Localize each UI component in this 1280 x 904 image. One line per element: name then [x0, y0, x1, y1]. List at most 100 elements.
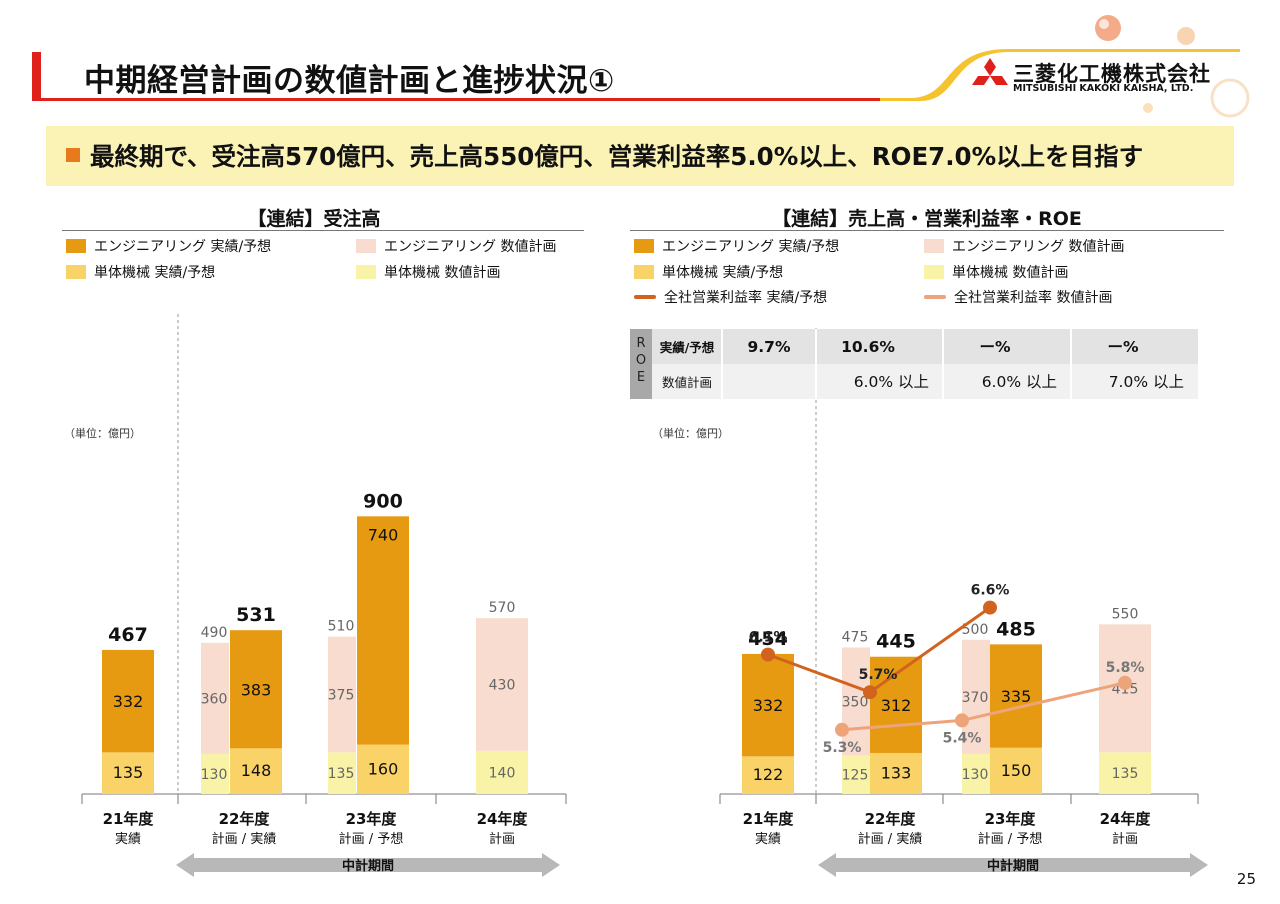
- plan-unit-bar: [201, 753, 229, 794]
- actual-unit-value: 160: [368, 759, 399, 778]
- legend-unit-plan-r: 単体機械 数値計画: [924, 262, 1068, 282]
- margin-plan-label: 5.4%: [943, 730, 982, 746]
- plan-unit-bar: [476, 750, 528, 794]
- actual-eng-value: 740: [368, 525, 399, 544]
- actual-unit-bar: [357, 744, 409, 794]
- roe-value: 6.0% 以上: [854, 373, 929, 391]
- legend-eng-plan-r: エンジニアリング 数値計画: [924, 236, 1124, 256]
- actual-total-value: 454: [748, 628, 788, 650]
- category-sub-label: 計画 / 実績: [858, 831, 923, 847]
- roe-value: ー%: [1107, 338, 1139, 356]
- plan-total-value: 490: [201, 625, 228, 641]
- roe-row-label: 実績/予想: [660, 340, 715, 355]
- actual-eng-value: 332: [753, 696, 784, 715]
- headline-banner: [46, 126, 1234, 186]
- plan-unit-value: 130: [962, 767, 989, 783]
- actual-unit-bar: [230, 748, 282, 794]
- plan-total-value: 510: [328, 619, 355, 635]
- margin-actual-label: 5.7%: [859, 667, 898, 683]
- orders-chart-rule: [62, 230, 584, 231]
- actual-unit-bar: [870, 752, 922, 794]
- margin-actual-point: [983, 600, 997, 615]
- legend-unit-actual-r: 単体機械 実績/予想: [634, 262, 783, 282]
- period-label: 中計期間: [987, 858, 1039, 874]
- margin-actual-label: 6.1%: [749, 630, 788, 646]
- actual-total-value: 531: [236, 604, 276, 626]
- plan-eng-bar: [962, 639, 990, 754]
- plan-eng-bar: [328, 636, 356, 753]
- actual-eng-value: 312: [881, 696, 912, 715]
- category-year-label: 23年度: [985, 810, 1037, 828]
- company-name-en: MITSUBISHI KAKOKI KAISHA, LTD.: [1013, 83, 1194, 94]
- margin-plan-point: [1118, 675, 1132, 690]
- roe-value: 6.0% 以上: [982, 373, 1057, 391]
- plan-eng-value: 370: [962, 690, 989, 706]
- plan-eng-value: 350: [842, 694, 869, 710]
- period-label: 中計期間: [342, 858, 394, 874]
- plan-unit-value: 125: [842, 768, 869, 784]
- legend-margin-plan: 全社営業利益率 数値計画: [924, 287, 1112, 307]
- actual-eng-value: 383: [241, 680, 272, 699]
- actual-total-value: 467: [108, 624, 148, 646]
- roe-value: ー%: [979, 338, 1011, 356]
- actual-unit-bar: [102, 752, 154, 794]
- title-swoosh: [880, 49, 1240, 101]
- actual-eng-value: 335: [1001, 687, 1032, 706]
- mitsubishi-logo-icon: [972, 58, 1008, 85]
- actual-unit-value: 133: [881, 763, 912, 782]
- actual-unit-bar: [990, 747, 1042, 794]
- plan-total-value: 500: [962, 622, 989, 638]
- actual-eng-bar: [230, 630, 282, 749]
- roe-header-cell: [630, 329, 652, 399]
- sales-chart-rule: [630, 230, 1224, 231]
- plan-eng-bar: [842, 647, 870, 756]
- plan-unit-value: 140: [489, 765, 516, 781]
- category-year-label: 24年度: [1100, 810, 1152, 828]
- category-year-label: 22年度: [865, 810, 917, 828]
- category-sub-label: 計画: [489, 831, 515, 847]
- actual-total-value: 900: [363, 490, 403, 512]
- plan-total-value: 550: [1112, 606, 1139, 622]
- category-year-label: 23年度: [346, 810, 398, 828]
- period-arrow: [176, 853, 560, 877]
- plan-total-value: 475: [842, 629, 869, 645]
- orders-chart-title: 【連結】受注高: [247, 208, 381, 230]
- headline-text: 最終期で、受注高570億円、売上高550億円、営業利益率5.0%以上、ROE7.…: [90, 142, 1144, 171]
- plan-unit-value: 135: [328, 766, 355, 782]
- category-sub-label: 実績: [755, 831, 781, 847]
- category-year-label: 21年度: [103, 810, 155, 828]
- plan-unit-bar: [962, 753, 990, 794]
- title-underline: [32, 98, 912, 101]
- margin-actual-point: [761, 647, 775, 662]
- plan-unit-bar: [842, 755, 870, 794]
- margin-plan-point: [835, 722, 849, 737]
- category-year-label: 22年度: [219, 810, 271, 828]
- plan-unit-value: 130: [201, 767, 228, 783]
- actual-unit-bar: [742, 756, 794, 794]
- actual-total-value: 445: [876, 631, 916, 653]
- roe-row-label: 数値計画: [662, 375, 712, 390]
- actual-unit-value: 135: [113, 763, 144, 782]
- actual-eng-bar: [742, 653, 794, 757]
- actual-eng-bar: [990, 644, 1042, 748]
- legend-eng-actual-r: エンジニアリング 実績/予想: [634, 236, 839, 256]
- actual-total-value: 485: [996, 618, 1036, 640]
- roe-value: 7.0% 以上: [1109, 373, 1184, 391]
- plan-total-value: 570: [489, 600, 516, 616]
- sales-chart-title: 【連結】売上高・営業利益率・ROE: [772, 208, 1082, 230]
- actual-eng-value: 332: [113, 692, 144, 711]
- roe-header-letter: E: [637, 370, 645, 385]
- margin-plan-point: [955, 713, 969, 728]
- title-accent-bar: [32, 52, 41, 100]
- margin-plan-label: 5.8%: [1106, 660, 1145, 676]
- roe-value: 9.7%: [748, 338, 791, 356]
- legend-unit-plan: 単体機械 数値計画: [356, 262, 500, 282]
- actual-eng-bar: [357, 516, 409, 745]
- plan-eng-value: 430: [489, 677, 516, 693]
- legend-eng-plan: エンジニアリング 数値計画: [356, 236, 556, 256]
- plan-unit-bar: [328, 752, 356, 794]
- page-number: 25: [1236, 870, 1256, 888]
- plan-eng-bar: [201, 642, 229, 754]
- legend-unit-actual: 単体機械 実績/予想: [66, 262, 215, 282]
